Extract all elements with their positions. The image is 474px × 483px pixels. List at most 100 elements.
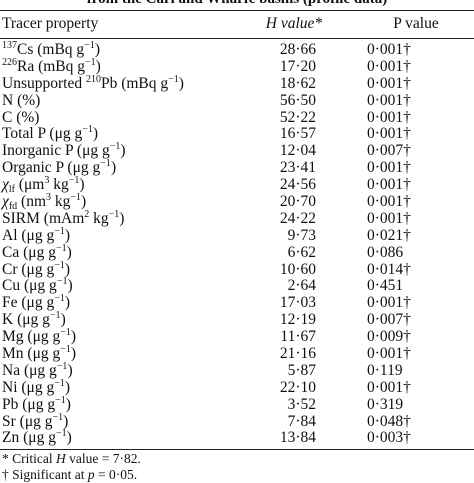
h-value-cell: 22·10: [279, 378, 316, 396]
p-value-cell: 0·014†: [367, 260, 411, 278]
h-value-cell: 28·66: [279, 41, 316, 58]
p-value-cell: 0·001†: [367, 125, 411, 143]
p-value-cell: 0·001†: [367, 57, 411, 75]
h-value-cell: 17·03: [279, 294, 316, 312]
tracer-property-cell: Al (μg g−1): [2, 225, 71, 244]
table-row: χlf (μm3 kg−1) 24·56 0·001†: [0, 175, 474, 196]
footnote-critical-h: * Critical H value = 7·82.: [2, 451, 141, 466]
h-value-cell: 23·41: [279, 159, 316, 177]
table-row: Unsupported 210Pb (mBq g−1) 18·62 0·001†: [0, 73, 474, 93]
table-row: Fe (μg g−1) 17·03 0·001†: [0, 293, 474, 312]
p-value-cell: 0·119: [367, 361, 403, 379]
tracer-property-cell: Pb (μg g−1): [2, 394, 71, 413]
table-row: Organic P (μg g−1) 23·41 0·001†: [0, 158, 474, 177]
header-h-value: H value*: [265, 15, 323, 32]
tracer-property-cell: Organic P (μg g−1): [2, 158, 117, 177]
header-tracer-property: Tracer property: [2, 15, 99, 32]
h-value-cell: 24·22: [279, 209, 316, 227]
table-row: Sr (μg g−1) 7·84 0·048†: [0, 411, 474, 431]
tracer-property-cell: Mn (μg g−1): [2, 344, 77, 363]
table-row: Pb (μg g−1) 3·52 0·319: [0, 394, 474, 414]
h-value-cell: 12·04: [279, 142, 316, 160]
tracer-property-cell: Inorganic P (μg g−1): [2, 141, 126, 160]
tracer-property-cell: N (%): [2, 91, 41, 109]
p-value-cell: 0·319: [367, 395, 404, 413]
footnote-significance: † Significant at p = 0·05.: [2, 467, 138, 482]
table-row: χfd (nm3 kg−1) 20·70 0·001†: [0, 192, 474, 213]
h-value-cell: 20·70: [279, 193, 316, 211]
h-value-cell: 16·57: [279, 125, 316, 143]
p-value-cell: 0·001†: [367, 378, 411, 396]
table-row: 137Cs (mBq g−1) 28·66 0·001†: [0, 40, 474, 59]
table-row: SIRM (mAm2 kg−1) 24·22 0·001†: [0, 208, 474, 228]
header-p-value: P value: [393, 15, 439, 32]
table-row: Cu (μg g−1) 2·64 0·451: [0, 276, 474, 295]
table-row: C (%) 52·22 0·001†: [0, 108, 474, 127]
p-value-cell: 0·048†: [367, 412, 411, 430]
tracer-property-cell: Fe (μg g−1): [2, 293, 71, 312]
p-value-cell: 0·001†: [367, 209, 411, 227]
h-value-cell: 12·19: [279, 311, 316, 329]
tracer-property-cell: Mg (μg g−1): [2, 327, 77, 346]
p-value-cell: 0·001†: [367, 159, 411, 177]
tracer-property-cell: χlf (μm3 kg−1): [2, 175, 85, 196]
tracer-property-cell: Zn (μg g−1): [2, 428, 72, 447]
p-value-cell: 0·009†: [367, 328, 411, 346]
h-value-cell: 11·67: [280, 328, 316, 346]
table-body: 137Cs (mBq g−1) 28·66 0·001† 226Ra (mBq g−1…: [0, 40, 474, 447]
tracer-property-cell: Cr (μg g−1): [2, 259, 71, 278]
h-value-cell: 9·73: [287, 226, 316, 244]
p-value-cell: 0·001†: [367, 193, 411, 211]
h-value-cell: 18·62: [279, 74, 316, 92]
tracer-property-cell: χfd (nm3 kg−1): [2, 192, 87, 213]
table-caption-fragment: from the Carl and Wharfe basins (profile…: [0, 0, 474, 8]
tracer-property-cell: C (%): [2, 108, 40, 126]
tracer-property-cell: Ca (μg g−1): [2, 242, 72, 261]
h-value-cell: 13·84: [279, 429, 316, 447]
tracer-property-cell: Sr (μg g−1): [2, 411, 69, 430]
table-row: K (μg g−1) 12·19 0·007†: [0, 310, 474, 329]
tracer-property-cell: 137Cs (mBq g−1): [2, 40, 100, 58]
table-row: Zn (μg g−1) 13·84 0·003†: [0, 428, 474, 447]
h-value-cell: 3·52: [287, 395, 316, 413]
tracer-property-cell: Total P (μg g−1): [2, 124, 99, 143]
p-value-cell: 0·001†: [367, 345, 411, 363]
table-row: Ni (μg g−1) 22·10 0·001†: [0, 377, 474, 397]
p-value-cell: 0·021†: [367, 226, 411, 244]
p-value-cell: 0·086: [367, 243, 404, 261]
table-row: Total P (μg g−1) 16·57 0·001†: [0, 124, 474, 143]
p-value-cell: 0·003†: [367, 429, 411, 447]
top-rule: [0, 10, 474, 11]
h-value-cell: 2·64: [287, 277, 316, 295]
p-value-cell: 0·001†: [367, 294, 411, 312]
table-row: Mg (μg g−1) 11·67 0·009†: [0, 327, 474, 346]
tracer-property-cell: Ni (μg g−1): [2, 377, 71, 396]
h-value-cell: 10·60: [279, 260, 316, 278]
tracer-property-cell: Cu (μg g−1): [2, 276, 73, 295]
table-row: Na (μg g−1) 5·87 0·119: [0, 360, 474, 380]
tracer-property-cell: SIRM (mAm2 kg−1): [2, 208, 125, 227]
p-value-cell: 0·451: [367, 277, 404, 295]
table-row: Al (μg g−1) 9·73 0·021†: [0, 225, 474, 245]
h-value-cell: 52·22: [279, 108, 316, 126]
p-value-cell: 0·001†: [367, 91, 411, 109]
header-rule: [0, 38, 474, 39]
p-value-cell: 0·007†: [367, 142, 411, 160]
p-value-cell: 0·001†: [367, 41, 411, 58]
tracer-property-cell: Na (μg g−1): [2, 360, 73, 379]
tracer-property-cell: Unsupported 210Pb (mBq g−1): [2, 73, 184, 92]
p-value-cell: 0·007†: [367, 311, 411, 329]
tracer-property-cell: K (μg g−1): [2, 310, 66, 329]
h-value-cell: 56·50: [279, 91, 316, 109]
table-row: Inorganic P (μg g−1) 12·04 0·007†: [0, 141, 474, 160]
table-row: N (%) 56·50 0·001†: [0, 91, 474, 110]
h-value-cell: 17·20: [279, 57, 316, 75]
h-value-cell: 24·56: [279, 176, 316, 194]
p-value-cell: 0·001†: [367, 108, 411, 126]
h-value-cell: 5·87: [287, 361, 316, 379]
tracer-property-cell: 226Ra (mBq g−1): [2, 56, 101, 75]
table-row: Mn (μg g−1) 21·16 0·001†: [0, 344, 474, 363]
table-row: Cr (μg g−1) 10·60 0·014†: [0, 259, 474, 279]
h-value-cell: 6·62: [287, 243, 316, 261]
h-value-cell: 21·16: [279, 345, 316, 363]
